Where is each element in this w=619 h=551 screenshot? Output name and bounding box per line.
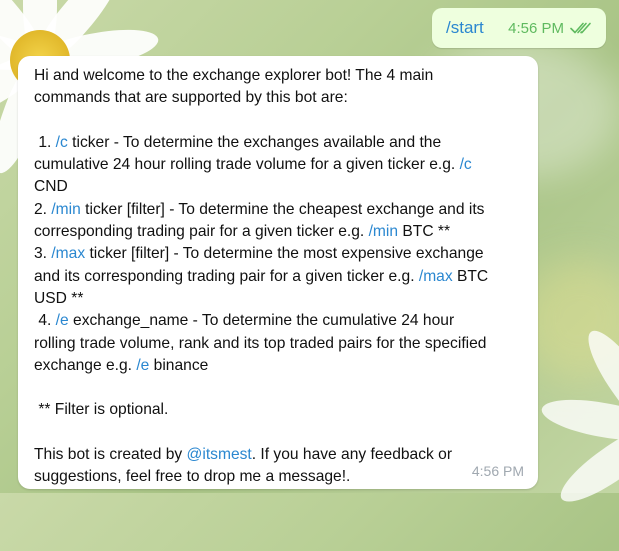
- command-link-max[interactable]: /max: [418, 267, 453, 285]
- command-max-example: USD **: [34, 289, 84, 307]
- command-description: ticker - To determine the exchanges avai…: [67, 133, 442, 151]
- command-min-line: 2. /min ticker [filter] - To determine t…: [34, 199, 524, 221]
- command-example: BTC: [452, 267, 489, 285]
- command-description: and its corresponding trading pair for a…: [34, 267, 419, 285]
- list-number: 1.: [34, 133, 56, 151]
- list-number: 3.: [34, 245, 52, 263]
- footer-line: This bot is created by @itsmest. If you …: [34, 444, 524, 466]
- footer-line: suggestions, feel free to drop me a mess…: [34, 468, 351, 486]
- daisy-flower-decoration: [538, 321, 619, 530]
- command-e-line: rolling trade volume, rank and its top t…: [34, 334, 487, 352]
- footer-text: This bot is created by: [34, 446, 187, 464]
- start-command-text[interactable]: /start: [446, 18, 484, 37]
- message-timestamp: 4:56 PM: [471, 462, 524, 479]
- incoming-message-bubble: Hi and welcome to the exchange explorer …: [18, 56, 538, 489]
- command-link-min[interactable]: /min: [51, 200, 81, 218]
- command-example: binance: [149, 356, 209, 374]
- command-description: cumulative 24 hour rolling trade volume …: [34, 156, 460, 174]
- intro-line: Hi and welcome to the exchange explorer …: [34, 67, 434, 84]
- command-c-line: 1. /c ticker - To determine the exchange…: [34, 132, 524, 154]
- command-description: exchange_name - To determine the cumulat…: [68, 312, 455, 330]
- command-link-min[interactable]: /min: [368, 223, 399, 241]
- command-e-line: 4. /e exchange_name - To determine the c…: [34, 310, 524, 332]
- command-description: ticker [filter] - To determine the most …: [85, 245, 484, 263]
- command-c-line: cumulative 24 hour rolling trade volume …: [34, 154, 524, 176]
- outgoing-message-bubble[interactable]: /start 4:56 PM: [432, 8, 606, 48]
- command-e-line: exchange e.g. /e binance: [34, 355, 524, 377]
- command-description: corresponding trading pair for a given t…: [34, 223, 369, 241]
- author-mention-link[interactable]: @itsmest: [186, 446, 252, 464]
- command-link-c[interactable]: /c: [55, 133, 68, 151]
- list-number: 2.: [34, 200, 52, 218]
- command-link-c[interactable]: /c: [459, 156, 472, 174]
- command-description: exchange e.g.: [34, 356, 137, 374]
- double-check-icon: [570, 22, 591, 34]
- list-number: 4.: [34, 312, 56, 330]
- command-link-e[interactable]: /e: [136, 356, 150, 374]
- command-example: BTC **: [398, 223, 451, 241]
- message-timestamp: 4:56 PM: [508, 19, 564, 37]
- command-link-max[interactable]: /max: [51, 245, 86, 263]
- intro-line: commands that are supported by this bot …: [34, 89, 348, 107]
- filter-note: ** Filter is optional.: [34, 401, 169, 419]
- command-max-line: and its corresponding trading pair for a…: [34, 266, 524, 288]
- command-max-line: 3. /max ticker [filter] - To determine t…: [34, 243, 524, 265]
- command-min-line: corresponding trading pair for a given t…: [34, 221, 524, 243]
- command-c-example: CND: [34, 178, 68, 196]
- command-description: ticker [filter] - To determine the cheap…: [80, 200, 485, 218]
- footer-text: . If you have any feedback or: [251, 446, 453, 464]
- command-link-e[interactable]: /e: [55, 312, 69, 330]
